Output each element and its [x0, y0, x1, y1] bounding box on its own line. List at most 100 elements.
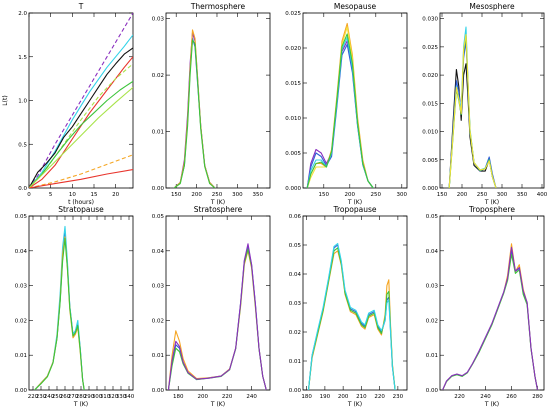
- y-tick-label: 0.005: [422, 158, 438, 164]
- plot-frame: [165, 215, 271, 391]
- x-tick-label: 20: [112, 192, 119, 198]
- y-tick-label: 0.06: [289, 214, 302, 220]
- series-line-lightgreen: [29, 86, 133, 188]
- y-tick-label: 0.030: [422, 17, 438, 23]
- panel-title: Thermosphere: [190, 2, 246, 11]
- panel-1: Thermosphere 150 200 250 300 350 0.00 0.01 0.02 0…: [152, 2, 271, 206]
- x-axis-label: T (K): [347, 199, 362, 206]
- panel-title: Mesosphere: [469, 2, 515, 11]
- x-tick-label: 350: [517, 192, 528, 198]
- y-tick-label: 0.020: [285, 46, 301, 52]
- x-axis-label: T (K): [210, 199, 225, 206]
- x-axis-label: T (K): [210, 401, 225, 408]
- series-line-cyan: [448, 26, 497, 188]
- y-tick-label: 0.02: [15, 318, 27, 324]
- y-tick-label: 0.04: [289, 272, 302, 278]
- y-tick-label: 0.0: [18, 186, 27, 192]
- y-tick-label: 1.5: [18, 55, 27, 61]
- x-tick-label: 15: [91, 192, 98, 198]
- y-tick-label: 0.05: [15, 214, 28, 220]
- y-tick-label: 0.02: [152, 73, 164, 79]
- y-tick-label: 2.0: [18, 11, 27, 17]
- series-line-green: [34, 238, 85, 390]
- series-group: [307, 242, 396, 390]
- y-tick-label: 0.04: [426, 249, 439, 255]
- x-tick-label: 240: [480, 394, 491, 400]
- y-tick-label: 0.04: [152, 249, 165, 255]
- x-tick-label: 220: [28, 394, 39, 400]
- x-tick-label: 200: [457, 192, 468, 198]
- y-tick-label: 0.01: [426, 353, 438, 359]
- y-tick-label: 0.5: [18, 142, 27, 148]
- x-tick-label: 200: [197, 394, 208, 400]
- panel-5: Stratosphere 180 200 220 240 0.00 0.01 0.02 0.03…: [152, 205, 271, 408]
- x-tick-label: 250: [212, 192, 223, 198]
- y-tick-label: 0.010: [422, 130, 438, 136]
- plot-frame: [302, 12, 408, 189]
- series-group: [34, 225, 85, 390]
- y-tick-label: 0.00: [15, 388, 28, 394]
- x-tick-label: 270: [68, 394, 79, 400]
- x-tick-label: 5: [49, 192, 53, 198]
- panel-3: Mesosphere 150 200 250 300 350 400 0.000 0.005 0.…: [422, 2, 547, 206]
- x-tick-label: 150: [319, 192, 330, 198]
- x-tick-label: 280: [76, 394, 87, 400]
- y-tick-label: 0.00: [152, 388, 165, 394]
- x-tick-label: 220: [222, 394, 233, 400]
- series-line-blue: [448, 40, 497, 188]
- plot-frame: [439, 215, 545, 391]
- x-axis-label: T (K): [484, 401, 499, 408]
- series-line-purple: [167, 243, 267, 390]
- x-tick-label: 350: [253, 192, 264, 198]
- series-line-green: [442, 253, 539, 390]
- y-tick-label: 0.020: [422, 73, 438, 79]
- x-tick-label: 180: [301, 394, 312, 400]
- series-line-black: [29, 47, 133, 188]
- y-tick-label: 0.01: [289, 359, 301, 365]
- series-line-purple: [442, 246, 539, 390]
- y-tick-label: 0.00: [152, 186, 165, 192]
- y-tick-label: 0.005: [285, 151, 301, 157]
- x-axis-label: T (K): [347, 401, 362, 408]
- y-tick-label: 0.01: [152, 130, 164, 136]
- x-tick-label: 260: [60, 394, 71, 400]
- panel-title: T: [78, 2, 84, 11]
- y-tick-label: 0.00: [289, 388, 302, 394]
- x-tick-label: 220: [454, 394, 465, 400]
- series-line-green: [448, 35, 497, 188]
- x-axis-label: T (K): [73, 401, 88, 408]
- series-group: [306, 22, 374, 188]
- x-tick-label: 340: [124, 394, 135, 400]
- x-tick-label: 400: [537, 192, 548, 198]
- x-tick-label: 250: [477, 192, 488, 198]
- series-line-green: [307, 247, 396, 390]
- series-line-blue: [173, 37, 216, 188]
- plot-frame: [439, 12, 545, 189]
- x-tick-label: 240: [44, 394, 55, 400]
- series-line-green: [29, 80, 133, 188]
- y-tick-label: 0.025: [422, 45, 438, 51]
- y-tick-label: 0.03: [426, 284, 439, 290]
- x-tick-label: 230: [393, 394, 404, 400]
- series-line-cyan: [29, 34, 133, 188]
- x-tick-label: 150: [437, 192, 448, 198]
- series-line-orange: [29, 154, 133, 188]
- series-line-red: [29, 56, 133, 188]
- y-tick-label: 1.0: [18, 99, 27, 105]
- x-tick-label: 320: [108, 394, 119, 400]
- x-tick-label: 230: [36, 394, 47, 400]
- y-tick-label: 0.05: [152, 214, 165, 220]
- x-tick-label: 290: [84, 394, 95, 400]
- x-axis-label: T (K): [484, 199, 499, 206]
- y-tick-label: 0.00: [426, 388, 439, 394]
- x-tick-label: 0: [27, 192, 31, 198]
- series-line-purple: [173, 32, 216, 188]
- series-group: [442, 243, 539, 390]
- series-group: [173, 29, 216, 188]
- y-tick-label: 0.05: [289, 243, 302, 249]
- panel-title: Mesopause: [334, 2, 377, 11]
- series-line-blue: [442, 250, 539, 390]
- panel-title: Stratosphere: [194, 205, 243, 214]
- panel-2: Mesopause 150 200 250 300 0.000 0.005 0.010 0.01…: [285, 2, 407, 206]
- panel-7: Troposphere 220 240 260 280 0.00 0.01 0.02 0.03 0…: [426, 205, 545, 408]
